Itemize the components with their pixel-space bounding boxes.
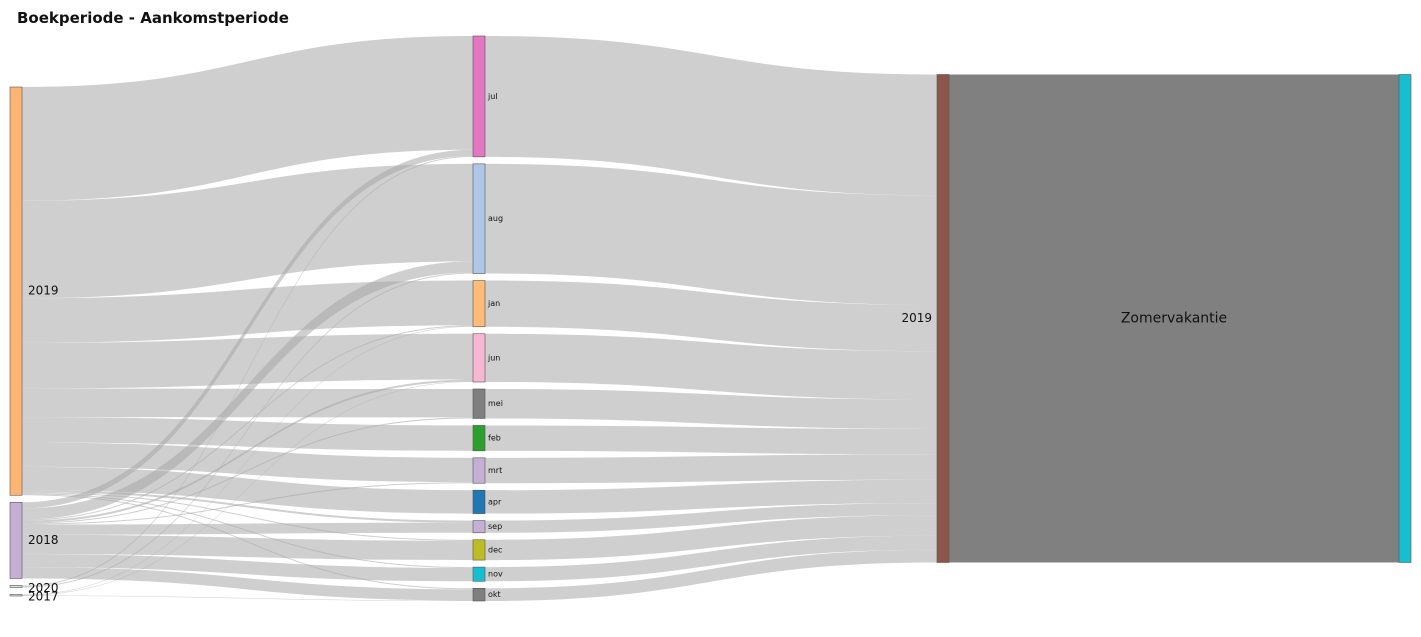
node-b2020[interactable] bbox=[9, 585, 23, 588]
node-label-aug: aug bbox=[488, 214, 503, 223]
link-b2018-jul[interactable] bbox=[22, 149, 473, 509]
node-label-b2017: 2017 bbox=[28, 590, 59, 604]
link-jun-y2019[interactable] bbox=[485, 333, 937, 400]
node-y2019[interactable] bbox=[936, 74, 950, 563]
link-b2019-dec[interactable] bbox=[22, 492, 473, 541]
link-b2017-jun[interactable] bbox=[22, 381, 473, 596]
link-b2020-aug[interactable] bbox=[22, 272, 473, 588]
link-b2018-jun[interactable] bbox=[22, 379, 473, 523]
node-b2017[interactable] bbox=[9, 594, 23, 597]
node-label-mei: mei bbox=[488, 399, 503, 408]
node-zomer[interactable] bbox=[1398, 74, 1412, 563]
link-jan-y2019[interactable] bbox=[485, 280, 937, 352]
links-layer bbox=[22, 36, 1399, 601]
link-aug-y2019[interactable] bbox=[485, 163, 937, 306]
node-dec[interactable] bbox=[472, 539, 486, 561]
node-nov[interactable] bbox=[472, 566, 486, 582]
node-label-mrt: mrt bbox=[488, 466, 502, 475]
node-label-jul: jul bbox=[487, 92, 498, 101]
node-label-apr: apr bbox=[488, 497, 502, 506]
link-mrt-y2019[interactable] bbox=[485, 454, 937, 484]
link-b2018-mei[interactable] bbox=[22, 417, 473, 524]
link-b2018-aug[interactable] bbox=[22, 261, 473, 520]
link-b2017-jan[interactable] bbox=[22, 326, 473, 595]
chart-title: Boekperiode - Aankomstperiode bbox=[17, 9, 289, 27]
node-label-feb: feb bbox=[488, 434, 501, 443]
node-b2019[interactable] bbox=[9, 86, 23, 496]
link-sep-y2019[interactable] bbox=[485, 503, 937, 533]
link-b2019-jul[interactable] bbox=[22, 36, 473, 201]
link-b2017-okt[interactable] bbox=[22, 595, 473, 601]
node-label-jan: jan bbox=[487, 299, 500, 308]
link-dec-y2019[interactable] bbox=[485, 515, 937, 561]
link-b2018-okt[interactable] bbox=[22, 567, 473, 601]
link-mei-y2019[interactable] bbox=[485, 388, 937, 429]
node-jun[interactable] bbox=[472, 333, 486, 383]
link-apr-y2019[interactable] bbox=[485, 479, 937, 514]
link-b2018-jan[interactable] bbox=[22, 325, 473, 521]
link-b2018-mrt[interactable] bbox=[22, 482, 473, 525]
node-apr[interactable] bbox=[472, 489, 486, 514]
node-label-okt: okt bbox=[488, 590, 501, 599]
node-label-b2018: 2018 bbox=[28, 533, 59, 547]
node-label-dec: dec bbox=[488, 545, 502, 554]
node-label-b2019: 2019 bbox=[28, 284, 59, 298]
node-sep[interactable] bbox=[472, 520, 486, 534]
link-b2020-jul[interactable] bbox=[22, 155, 473, 587]
node-okt[interactable] bbox=[472, 588, 486, 602]
link-b2019-feb[interactable] bbox=[22, 417, 473, 451]
link-b2018-sep[interactable] bbox=[22, 522, 473, 535]
link-y2019-zomer[interactable] bbox=[949, 74, 1399, 563]
node-mrt[interactable] bbox=[472, 457, 486, 484]
link-okt-y2019[interactable] bbox=[485, 549, 937, 601]
node-jan[interactable] bbox=[472, 280, 486, 328]
link-b2019-sep[interactable] bbox=[22, 490, 473, 523]
node-b2018[interactable] bbox=[9, 501, 23, 579]
node-aug[interactable] bbox=[472, 163, 486, 274]
node-label-b2020: 2020 bbox=[28, 581, 59, 595]
node-label-sep: sep bbox=[488, 522, 502, 531]
node-mei[interactable] bbox=[472, 388, 486, 419]
link-jul-y2019[interactable] bbox=[485, 36, 937, 196]
link-b2019-mrt[interactable] bbox=[22, 442, 473, 483]
node-label-nov: nov bbox=[488, 570, 503, 579]
node-label-y2019: 2019 bbox=[901, 311, 932, 325]
link-b2019-apr[interactable] bbox=[22, 466, 473, 514]
node-label-jun: jun bbox=[487, 353, 500, 362]
link-b2019-jun[interactable] bbox=[22, 333, 473, 389]
nodes-layer bbox=[9, 35, 1412, 602]
link-b2019-aug[interactable] bbox=[22, 163, 473, 299]
node-jul[interactable] bbox=[472, 35, 486, 158]
node-feb[interactable] bbox=[472, 425, 486, 452]
link-nov-y2019[interactable] bbox=[485, 535, 937, 582]
node-label-zomer: Zomervakantie bbox=[1121, 311, 1227, 327]
link-b2018-nov[interactable] bbox=[22, 554, 473, 582]
link-feb-y2019[interactable] bbox=[485, 425, 937, 455]
